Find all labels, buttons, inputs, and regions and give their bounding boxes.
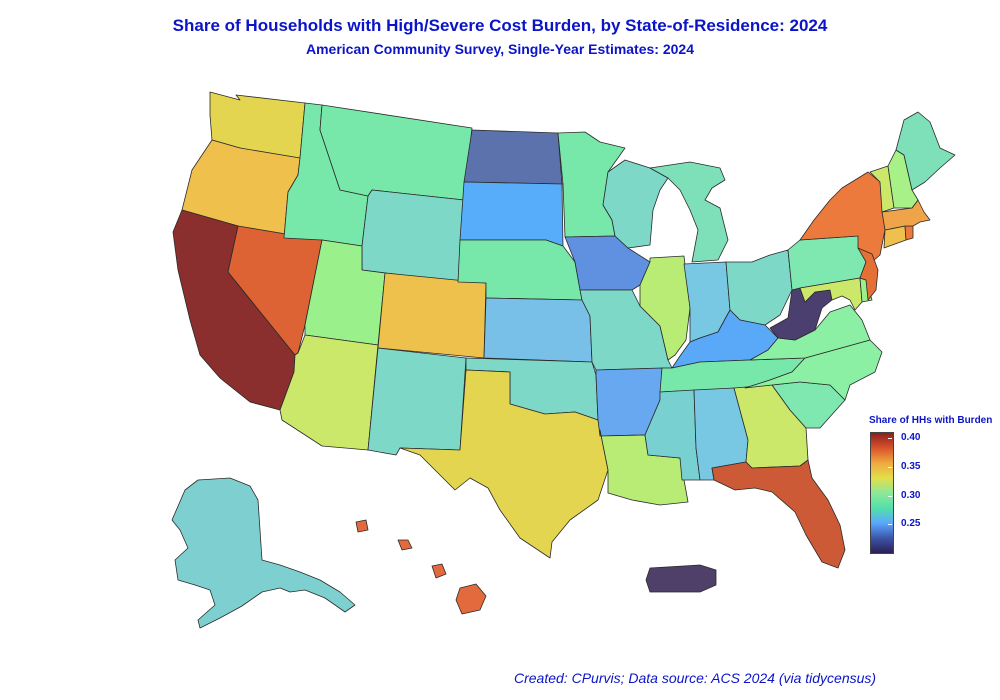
state-wisconsin — [602, 159, 669, 249]
state-new-mexico — [367, 347, 467, 456]
state-puerto-rico — [645, 564, 717, 593]
legend-tick-label: 0.30 — [901, 490, 921, 501]
map-subtitle: American Community Survey, Single-Year E… — [305, 41, 694, 57]
state-hawaii-big-island — [455, 583, 487, 615]
state-wyoming — [361, 189, 465, 283]
state-hawaii-maui — [431, 563, 447, 579]
state-south-dakota — [459, 181, 564, 247]
legend-tickmark — [888, 438, 892, 439]
legend-tick-label: 0.25 — [901, 518, 921, 529]
state-new-jersey — [857, 247, 879, 301]
state-maine — [895, 111, 956, 191]
state-kansas — [483, 297, 593, 363]
state-hawaii-oahu — [397, 539, 413, 551]
state-alaska — [171, 477, 356, 629]
state-montana — [319, 104, 473, 201]
legend-title: Share of HHs with Burden — [869, 415, 993, 426]
state-north-carolina — [744, 339, 883, 401]
legend-tick-label: 0.35 — [901, 461, 921, 472]
map-title: Share of Households with High/Severe Cos… — [172, 16, 828, 35]
state-colorado — [377, 272, 487, 359]
legend-tick-label: 0.40 — [901, 432, 921, 443]
state-rhode-island — [904, 225, 914, 241]
state-texas — [399, 369, 609, 559]
legend-tickmark — [888, 496, 892, 497]
state-florida — [711, 459, 846, 569]
legend-color-bar — [870, 432, 894, 554]
legend-tickmark — [888, 467, 892, 468]
source-caption: Created: CPurvis; Data source: ACS 2024 … — [514, 670, 877, 686]
state-hawaii-kauai — [355, 519, 369, 533]
legend-tickmark — [888, 524, 892, 525]
state-ohio — [725, 249, 793, 326]
state-north-dakota — [463, 129, 563, 185]
state-vermont — [869, 165, 895, 213]
state-michigan — [649, 161, 729, 263]
